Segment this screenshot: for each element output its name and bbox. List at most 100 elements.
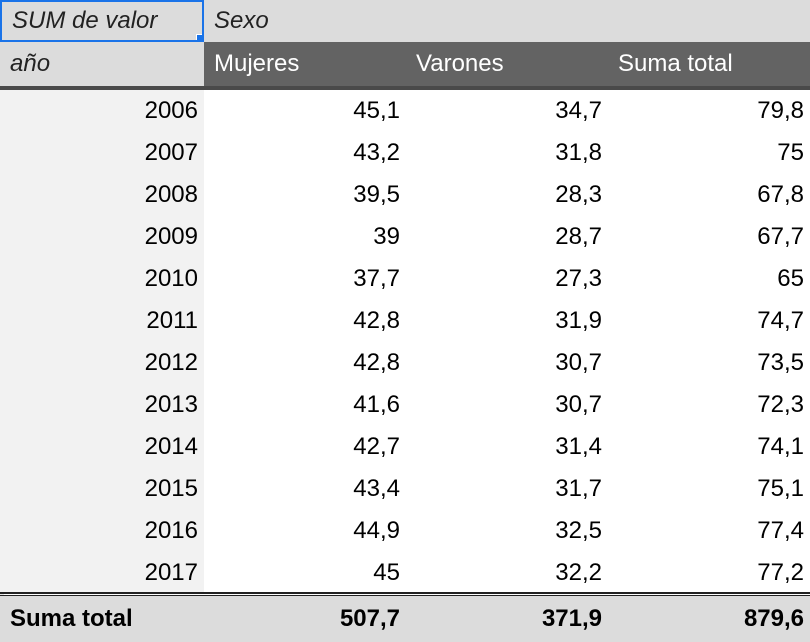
data-cell[interactable]: 34,7 bbox=[406, 90, 608, 132]
cell-value: 75,1 bbox=[757, 475, 804, 502]
data-cell[interactable]: 73,5 bbox=[608, 342, 810, 384]
row-field-label: año bbox=[10, 50, 51, 77]
column-header-suma-total[interactable]: Suma total bbox=[608, 42, 810, 86]
cell-value: 42,7 bbox=[353, 433, 400, 460]
data-cell[interactable]: 42,8 bbox=[204, 300, 406, 342]
table-row: 2009 39 28,7 67,7 bbox=[0, 216, 810, 258]
cell-value: 39,5 bbox=[353, 181, 400, 208]
cell-value: 31,4 bbox=[555, 433, 602, 460]
cell-value: 30,7 bbox=[555, 391, 602, 418]
data-cell[interactable]: 27,3 bbox=[406, 258, 608, 300]
table-row: 2012 42,8 30,7 73,5 bbox=[0, 342, 810, 384]
column-header-varones[interactable]: Varones bbox=[406, 42, 608, 86]
cell-value: 43,4 bbox=[353, 475, 400, 502]
data-cell[interactable]: 67,8 bbox=[608, 174, 810, 216]
cell-value: 2016 bbox=[144, 517, 198, 544]
data-cell[interactable]: 43,4 bbox=[204, 468, 406, 510]
data-cell[interactable]: 67,7 bbox=[608, 216, 810, 258]
cell-value: 2008 bbox=[144, 181, 198, 208]
data-cell[interactable]: 77,4 bbox=[608, 510, 810, 552]
header-divider bbox=[0, 86, 810, 90]
cell-value: 77,2 bbox=[757, 559, 804, 586]
row-header-cell[interactable]: 2016 bbox=[0, 510, 204, 552]
data-cell[interactable]: 39 bbox=[204, 216, 406, 258]
grand-total-total[interactable]: 879,6 bbox=[608, 596, 810, 642]
cell-value: 27,3 bbox=[555, 265, 602, 292]
cell-value: 37,7 bbox=[353, 265, 400, 292]
data-cell[interactable]: 30,7 bbox=[406, 384, 608, 426]
row-header-cell[interactable]: 2006 bbox=[0, 90, 204, 132]
data-cell[interactable]: 32,5 bbox=[406, 510, 608, 552]
data-cell[interactable]: 41,6 bbox=[204, 384, 406, 426]
cell-value: 879,6 bbox=[743, 605, 804, 632]
data-cell[interactable]: 32,2 bbox=[406, 552, 608, 594]
data-cell[interactable]: 37,7 bbox=[204, 258, 406, 300]
row-field-cell[interactable]: año bbox=[0, 42, 204, 86]
data-cell[interactable]: 74,1 bbox=[608, 426, 810, 468]
data-cell[interactable]: 74,7 bbox=[608, 300, 810, 342]
row-header-cell[interactable]: 2011 bbox=[0, 300, 204, 342]
table-row: 2014 42,7 31,4 74,1 bbox=[0, 426, 810, 468]
row-header-cell[interactable]: 2014 bbox=[0, 426, 204, 468]
table-row: 2007 43,2 31,8 75 bbox=[0, 132, 810, 174]
cell-value: 507,7 bbox=[339, 605, 400, 632]
cell-value: 65 bbox=[777, 265, 804, 292]
data-cell[interactable]: 72,3 bbox=[608, 384, 810, 426]
column-field-cell[interactable]: Sexo bbox=[204, 0, 810, 42]
row-header-cell[interactable]: 2009 bbox=[0, 216, 204, 258]
cell-value: 2007 bbox=[144, 139, 198, 166]
grand-total-label-cell[interactable]: Suma total bbox=[0, 596, 204, 642]
table-row: 2010 37,7 27,3 65 bbox=[0, 258, 810, 300]
row-header-cell[interactable]: 2013 bbox=[0, 384, 204, 426]
row-header-cell[interactable]: 2007 bbox=[0, 132, 204, 174]
row-header-cell[interactable]: 2017 bbox=[0, 552, 204, 594]
data-cell[interactable]: 65 bbox=[608, 258, 810, 300]
fill-handle[interactable] bbox=[196, 34, 202, 40]
cell-value: 30,7 bbox=[555, 349, 602, 376]
data-cell[interactable]: 44,9 bbox=[204, 510, 406, 552]
cell-value: 41,6 bbox=[353, 391, 400, 418]
cell-value: 42,8 bbox=[353, 307, 400, 334]
grand-total-varones[interactable]: 371,9 bbox=[406, 596, 608, 642]
cell-value: 2014 bbox=[144, 433, 198, 460]
data-cell[interactable]: 79,8 bbox=[608, 90, 810, 132]
cell-value: 34,7 bbox=[555, 97, 602, 124]
row-header-cell[interactable]: 2015 bbox=[0, 468, 204, 510]
column-header-mujeres[interactable]: Mujeres bbox=[204, 42, 406, 86]
data-cell[interactable]: 28,7 bbox=[406, 216, 608, 258]
row-header-cell[interactable]: 2012 bbox=[0, 342, 204, 384]
data-cell[interactable]: 42,7 bbox=[204, 426, 406, 468]
column-header-label: Mujeres bbox=[214, 50, 300, 77]
cell-value: 2012 bbox=[144, 349, 198, 376]
row-header-cell[interactable]: 2010 bbox=[0, 258, 204, 300]
data-cell[interactable]: 45,1 bbox=[204, 90, 406, 132]
data-cell[interactable]: 42,8 bbox=[204, 342, 406, 384]
data-cell[interactable]: 75 bbox=[608, 132, 810, 174]
data-cell[interactable]: 31,4 bbox=[406, 426, 608, 468]
data-cell[interactable]: 28,3 bbox=[406, 174, 608, 216]
corner-cell-selected[interactable]: SUM de valor bbox=[0, 0, 204, 42]
row-header-cell[interactable]: 2008 bbox=[0, 174, 204, 216]
data-cell[interactable]: 75,1 bbox=[608, 468, 810, 510]
data-cell[interactable]: 31,8 bbox=[406, 132, 608, 174]
cell-value: 31,9 bbox=[555, 307, 602, 334]
data-cell[interactable]: 39,5 bbox=[204, 174, 406, 216]
cell-value: 74,1 bbox=[757, 433, 804, 460]
data-cell[interactable]: 31,9 bbox=[406, 300, 608, 342]
data-cell[interactable]: 43,2 bbox=[204, 132, 406, 174]
data-cell[interactable]: 31,7 bbox=[406, 468, 608, 510]
cell-value: 67,7 bbox=[757, 223, 804, 250]
data-cell[interactable]: 30,7 bbox=[406, 342, 608, 384]
data-cell[interactable]: 77,2 bbox=[608, 552, 810, 594]
column-header-label: Varones bbox=[416, 50, 504, 77]
cell-value: 72,3 bbox=[757, 391, 804, 418]
cell-value: 39 bbox=[373, 223, 400, 250]
data-cell[interactable]: 45 bbox=[204, 552, 406, 594]
cell-value: 32,2 bbox=[555, 559, 602, 586]
table-row: 2006 45,1 34,7 79,8 bbox=[0, 90, 810, 132]
corner-label: SUM de valor bbox=[12, 7, 158, 34]
cell-value: 42,8 bbox=[353, 349, 400, 376]
cell-value: 31,8 bbox=[555, 139, 602, 166]
grand-total-mujeres[interactable]: 507,7 bbox=[204, 596, 406, 642]
